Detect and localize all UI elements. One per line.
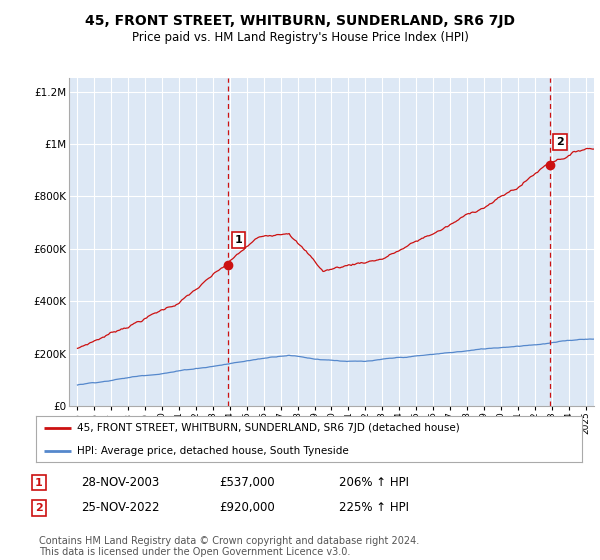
- Text: 45, FRONT STREET, WHITBURN, SUNDERLAND, SR6 7JD: 45, FRONT STREET, WHITBURN, SUNDERLAND, …: [85, 14, 515, 28]
- Text: 1: 1: [35, 478, 43, 488]
- Text: 45, FRONT STREET, WHITBURN, SUNDERLAND, SR6 7JD (detached house): 45, FRONT STREET, WHITBURN, SUNDERLAND, …: [77, 423, 460, 433]
- Text: HPI: Average price, detached house, South Tyneside: HPI: Average price, detached house, Sout…: [77, 446, 349, 455]
- Text: £920,000: £920,000: [219, 501, 275, 515]
- Text: Price paid vs. HM Land Registry's House Price Index (HPI): Price paid vs. HM Land Registry's House …: [131, 31, 469, 44]
- Text: 25-NOV-2022: 25-NOV-2022: [81, 501, 160, 515]
- Text: 225% ↑ HPI: 225% ↑ HPI: [339, 501, 409, 515]
- Text: 2: 2: [35, 503, 43, 513]
- Text: Contains HM Land Registry data © Crown copyright and database right 2024.
This d: Contains HM Land Registry data © Crown c…: [39, 535, 419, 557]
- Text: 206% ↑ HPI: 206% ↑ HPI: [339, 476, 409, 489]
- Text: £537,000: £537,000: [219, 476, 275, 489]
- Text: 1: 1: [234, 235, 242, 245]
- Text: 2: 2: [556, 137, 564, 147]
- Text: 28-NOV-2003: 28-NOV-2003: [81, 476, 159, 489]
